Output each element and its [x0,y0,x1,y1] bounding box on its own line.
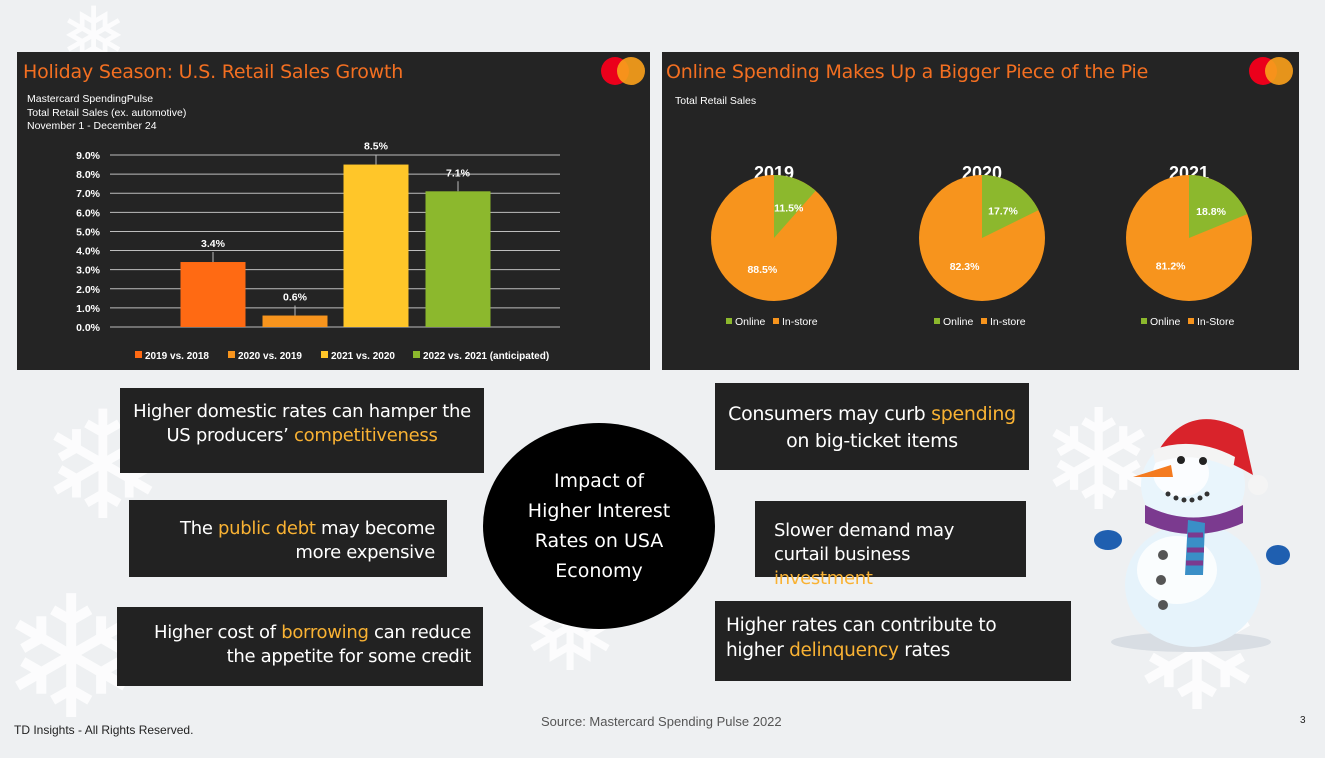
box-text: on big-ticket items [786,430,958,452]
y-tick-label: 0.0% [76,322,101,334]
impact-box-competitiveness: Higher domestic rates can hamper the US … [120,388,484,473]
box-highlight: delinquency [789,640,899,661]
center-topic-circle: Impact of Higher Interest Rates on USA E… [483,423,715,629]
legend-label: Online [1150,316,1181,328]
box-text: Consumers may curb [728,403,932,425]
y-tick-label: 9.0% [76,150,101,162]
legend-label: 2019 vs. 2018 [145,351,209,362]
box-highlight: competitiveness [294,425,438,446]
pie-slice-online [1189,175,1248,238]
bar-chart: 0.0% 1.0% 2.0% 3.0% 4.0% 5.0% 6.0% 7.0% 8.0% 9.0%… [76,141,560,362]
source-note: Source: Mastercard Spending Pulse 2022 [541,714,782,729]
bar-value-label: 7.1% [446,167,471,179]
retail-sales-growth-panel: Holiday Season: U.S. Retail Sales Growth… [17,52,650,370]
online-spending-panel: Online Spending Makes Up a Bigger Piece … [662,52,1299,370]
pie-slice-online [774,175,816,238]
box-highlight: borrowing [281,622,369,643]
bar [425,191,491,327]
legend-label: Online [735,316,766,328]
panel-title: Online Spending Makes Up a Bigger Piece … [666,61,1149,83]
bar [262,315,328,327]
legend-label: In-Store [1197,316,1235,328]
box-text: Higher rates can contribute to higher [726,615,997,661]
legend-swatch [413,351,420,358]
page-number: 3 [1300,715,1306,726]
pie-value-label: 11.5% [774,202,804,214]
legend-swatch [773,318,779,324]
chart-subtitle: Mastercard SpendingPulse Total Retail Sa… [27,93,186,134]
snowman-illustration [1094,419,1290,652]
legend-swatch [228,351,235,358]
panel-title: Holiday Season: U.S. Retail Sales Growth [23,61,404,83]
y-tick-label: 8.0% [76,169,101,181]
pie-slice-online [982,175,1039,238]
subtitle-line: Total Retail Sales (ex. automotive) [27,106,187,119]
y-tick-label: 3.0% [76,265,101,277]
legend-swatch [321,351,328,358]
y-tick-label: 5.0% [76,226,101,238]
box-text: Higher domestic rates can hamper the US … [133,401,471,446]
rights-note: TD Insights - All Rights Reserved. [14,723,194,737]
legend-swatch [934,318,940,324]
impact-box-investment: Slower demand may curtail business inves… [755,501,1026,589]
mastercard-logo-icon [601,57,645,85]
box-text: Slower demand may curtail business [774,520,955,565]
legend-swatch [135,351,142,358]
bar-value-label: 3.4% [201,238,226,250]
bar [180,262,246,327]
legend-swatch [726,318,732,324]
chart-subtitle: Total Retail Sales [675,95,757,107]
subtitle-line: November 1 - December 24 [27,120,157,132]
snowflake-decoration-icon: ❄ [1040,380,1158,543]
box-highlight: investment [774,568,873,589]
legend-label: 2021 vs. 2020 [331,351,395,362]
box-text: rates [898,640,950,661]
mastercard-logo-icon [1249,57,1293,85]
impact-box-borrowing: Higher cost of borrowing can reduce the … [117,607,483,686]
impact-box-spending: Consumers may curb spending on big-ticke… [715,383,1029,470]
pie-value-label: 82.3% [950,261,980,273]
legend-label: Online [943,316,974,328]
subtitle-line: Mastercard SpendingPulse [27,93,154,105]
center-topic-text: Impact of Higher Interest Rates on USA E… [527,470,671,582]
legend-label: In-store [782,316,818,328]
legend-label: In-store [990,316,1026,328]
pie-value-label: 17.7% [988,205,1018,217]
legend-label: 2022 vs. 2021 (anticipated) [423,351,549,362]
bar-value-label: 0.6% [283,292,308,304]
legend-swatch [981,318,987,324]
box-text: can reduce the appetite for some credit [226,622,472,667]
impact-box-delinquency: Higher rates can contribute to higher de… [715,601,1071,681]
bar [343,164,409,327]
box-text: The [180,518,219,539]
y-tick-label: 7.0% [76,188,101,200]
legend-label: 2020 vs. 2019 [238,351,302,362]
y-tick-label: 4.0% [76,246,101,258]
bar-value-label: 8.5% [364,141,389,153]
pie-value-label: 81.2% [1156,260,1186,272]
pie-value-label: 88.5% [747,264,777,276]
box-highlight: spending [931,403,1016,425]
box-highlight: public debt [218,518,316,539]
pie-value-label: 18.8% [1196,206,1226,218]
y-tick-label: 6.0% [76,207,101,219]
box-text: may become more expensive [295,518,435,563]
impact-box-public-debt: The public debt may become more expensiv… [129,500,447,577]
y-tick-label: 2.0% [76,284,101,296]
legend-swatch [1188,318,1194,324]
box-text: Higher cost of [154,622,282,643]
legend-swatch [1141,318,1147,324]
y-tick-label: 1.0% [76,303,101,315]
